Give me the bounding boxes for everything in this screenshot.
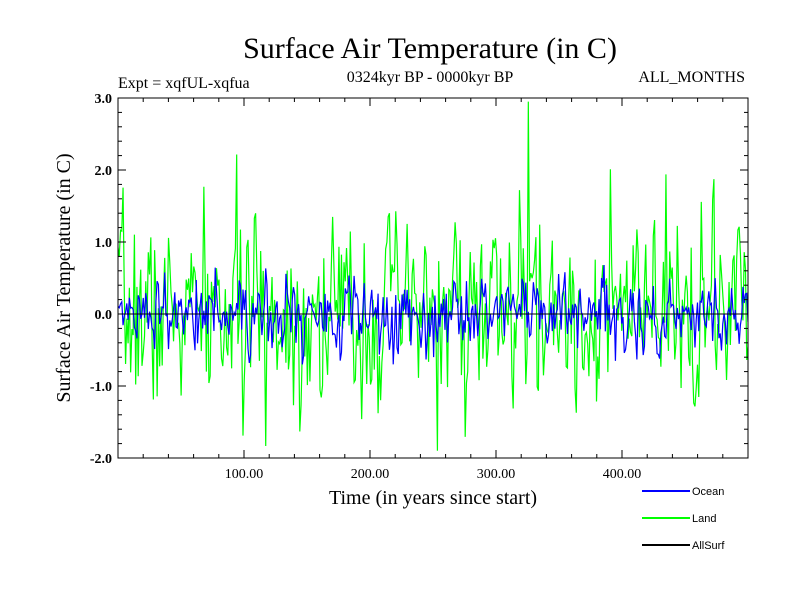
y-tick-label: -1.0 <box>90 380 112 395</box>
y-tick-label: -2.0 <box>90 452 112 467</box>
months-label: ALL_MONTHS <box>638 69 745 86</box>
x-tick-label: 100.00 <box>225 467 264 482</box>
x-tick-label: 200.00 <box>351 467 390 482</box>
legend: Ocean Land AllSurf <box>642 486 725 552</box>
x-tick-label: 400.00 <box>603 467 642 482</box>
y-tick-label: 0.0 <box>95 308 113 323</box>
series-line-land <box>118 101 748 451</box>
legend-label-ocean: Ocean <box>692 486 724 498</box>
chart-title: Surface Air Temperature (in C) <box>243 32 617 65</box>
x-axis-label: Time (in years since start) <box>329 487 537 509</box>
plot-frame <box>117 97 749 459</box>
tick-layer: 100.00 200.00 300.00 400.00 -2.0 -1.0 0.0 1.0 2.… <box>90 92 748 482</box>
y-tick-label: 1.0 <box>95 236 113 251</box>
series-layer <box>118 101 748 451</box>
time-range-label: 0324kyr BP - 0000kyr BP <box>347 69 514 86</box>
y-axis-label: Surface Air Temperature (in C) <box>53 153 75 402</box>
experiment-label: Expt = xqfUL-xqfua <box>118 75 250 92</box>
x-tick-label: 300.00 <box>477 467 516 482</box>
series-line-ocean <box>118 265 748 365</box>
y-tick-label: 3.0 <box>95 92 113 107</box>
legend-label-land: Land <box>692 513 716 525</box>
legend-label-allsurf: AllSurf <box>692 540 725 552</box>
y-tick-label: 2.0 <box>95 164 113 179</box>
